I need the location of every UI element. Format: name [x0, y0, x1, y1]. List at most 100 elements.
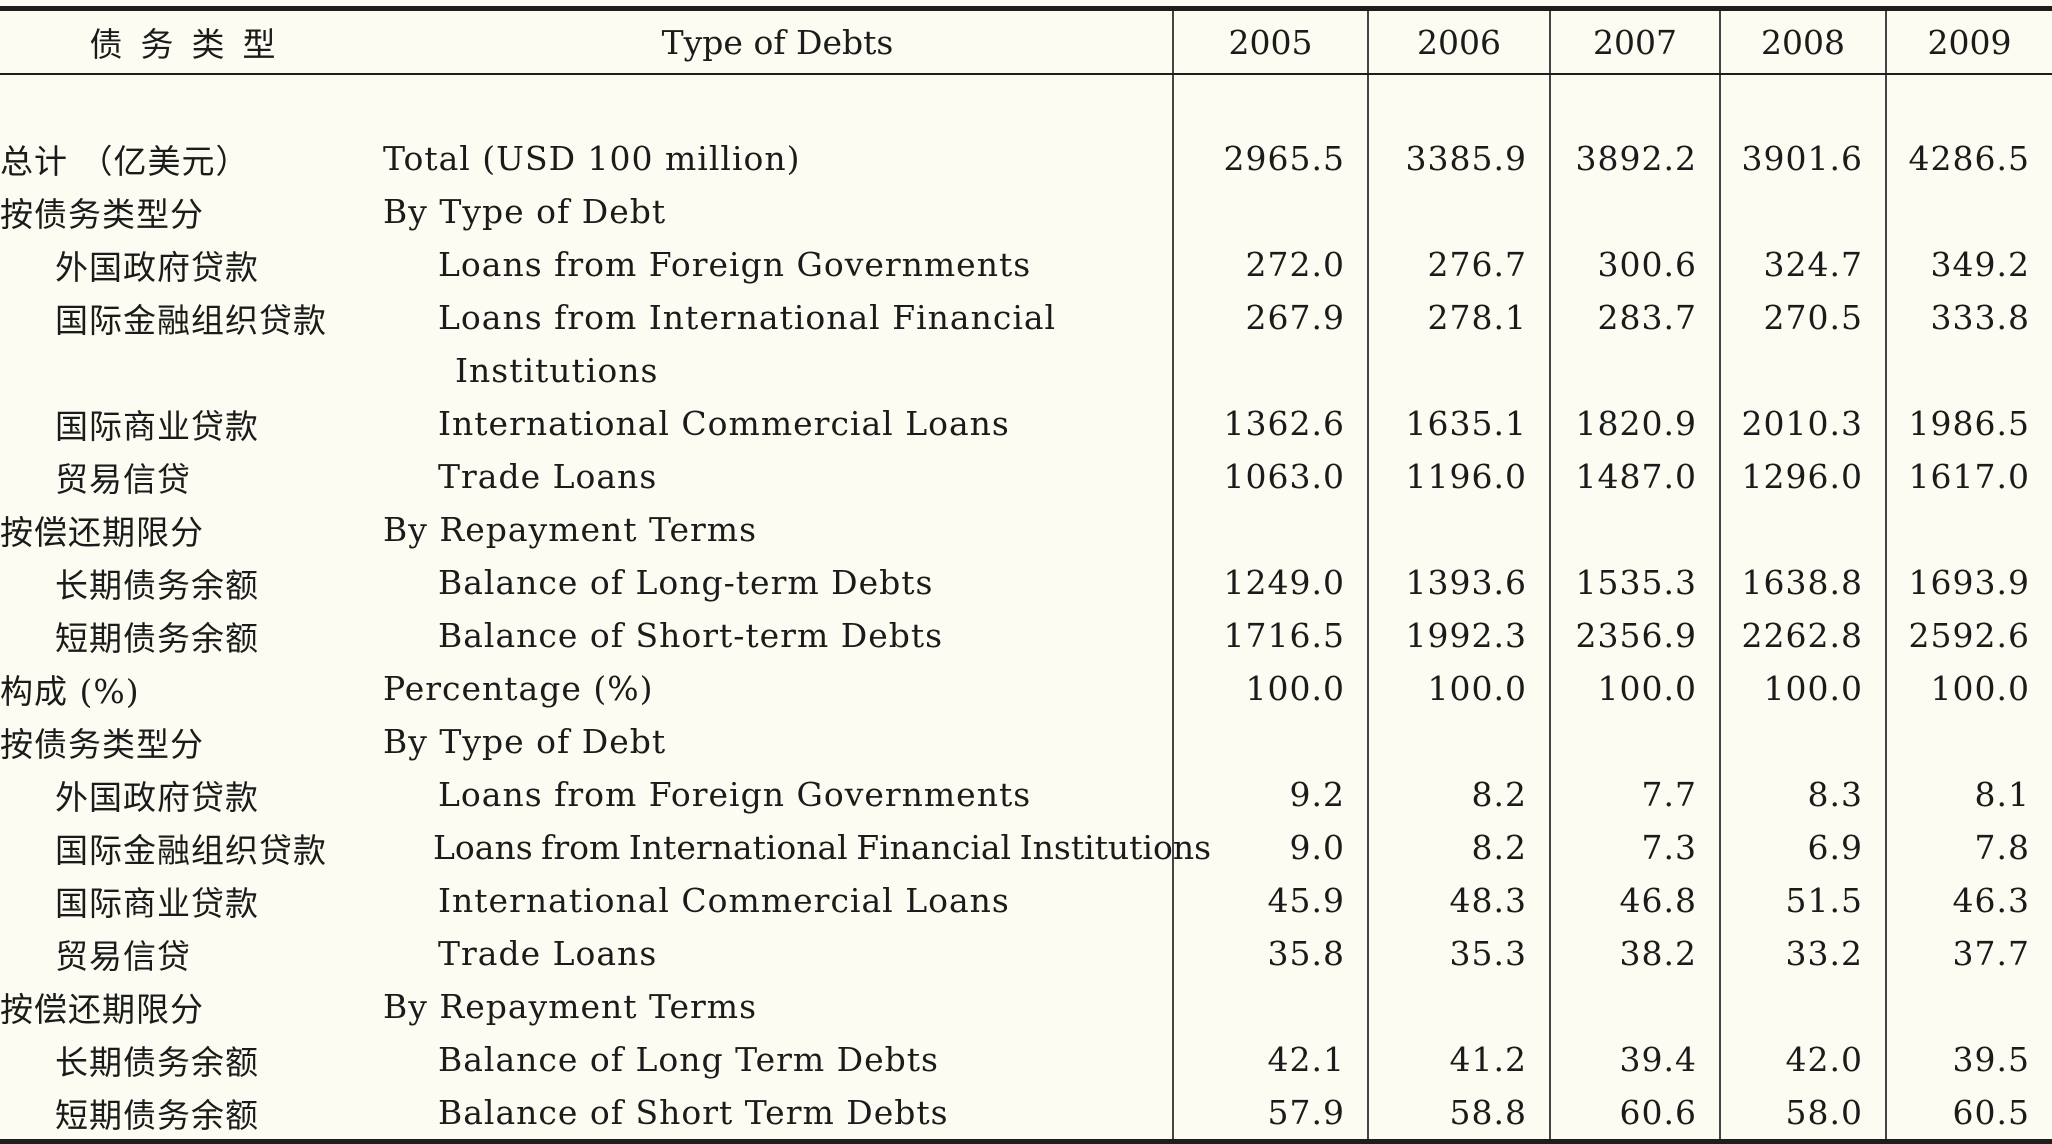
cell-2008: 324.7: [1719, 238, 1886, 291]
row-label-zh: 长期债务余额: [55, 1042, 259, 1082]
row-label-en: Loans from Foreign Governments: [438, 245, 1032, 284]
header-year-2006: 2006: [1367, 8, 1550, 75]
cell-2008: 51.5: [1719, 874, 1886, 927]
row-label-en: International Commercial Loans: [438, 404, 1010, 443]
cell-2005: 1063.0: [1172, 450, 1368, 503]
table-row: 国际商业贷款 International Commercial Loans 45…: [0, 874, 2052, 927]
cell-2007: 2356.9: [1549, 609, 1720, 662]
row-label-zh: 构成 (%): [0, 671, 140, 711]
debt-table: 债务类型 Type of Debts 2005 2006 2007 2008 2…: [0, 6, 2052, 1144]
cell-2008: [1719, 715, 1886, 768]
cell-2007: 60.6: [1549, 1086, 1720, 1142]
header-year-2007: 2007: [1549, 8, 1720, 75]
cell-2006: 278.1: [1367, 291, 1550, 344]
cell-2005: 272.0: [1172, 238, 1368, 291]
row-label-en: By Type of Debt: [383, 722, 667, 761]
table-row: 外国政府贷款 Loans from Foreign Governments 27…: [0, 238, 2052, 291]
cell-2009: 7.8: [1885, 821, 2052, 874]
row-label-en: Total (USD 100 million): [383, 139, 801, 178]
cell-2007: 100.0: [1549, 662, 1720, 715]
row-label-zh: 国际商业贷款: [55, 406, 259, 446]
cell-2007: [1549, 185, 1720, 238]
cell-2006: 1393.6: [1367, 556, 1550, 609]
row-label-en: Percentage (%): [383, 669, 654, 708]
row-label-en: Trade Loans: [438, 457, 658, 496]
cell-2007: 1820.9: [1549, 397, 1720, 450]
header-year-2005: 2005: [1172, 8, 1368, 75]
cell-2005: 9.0: [1172, 821, 1368, 874]
row-label-en: Trade Loans: [438, 934, 658, 973]
row-label-zh: 总计 （亿美元）: [0, 141, 250, 181]
row-label-zh: 短期债务余额: [55, 1095, 259, 1135]
table-row: 按债务类型分 By Type of Debt: [0, 185, 2052, 238]
table-row: 国际金融组织贷款 Loans from International Financ…: [0, 291, 2052, 344]
cell-2009: 333.8: [1885, 291, 2052, 344]
row-label-en: By Repayment Terms: [383, 987, 758, 1026]
cell-2005: 1716.5: [1172, 609, 1368, 662]
table-row: 长期债务余额 Balance of Long-term Debts 1249.0…: [0, 556, 2052, 609]
table-row: 构成 (%) Percentage (%) 100.0 100.0 100.0 …: [0, 662, 2052, 715]
cell-2008: 100.0: [1719, 662, 1886, 715]
cell-2008: 2262.8: [1719, 609, 1886, 662]
header-year-2008: 2008: [1719, 8, 1886, 75]
cell-2006: 1992.3: [1367, 609, 1550, 662]
cell-2008: 270.5: [1719, 291, 1886, 344]
row-label-zh: 按债务类型分: [0, 724, 204, 764]
cell-2007: 38.2: [1549, 927, 1720, 980]
cell-2009: [1885, 503, 2052, 556]
cell-2008: [1719, 980, 1886, 1033]
cell-2006: 35.3: [1367, 927, 1550, 980]
table-row: 短期债务余额 Balance of Short Term Debts 57.9 …: [0, 1086, 2052, 1142]
cell-2009: [1885, 980, 2052, 1033]
cell-2009: 8.1: [1885, 768, 2052, 821]
cell-2005: 267.9: [1172, 291, 1368, 344]
cell-2008: 1638.8: [1719, 556, 1886, 609]
cell-2006: 48.3: [1367, 874, 1550, 927]
cell-2007: 7.3: [1549, 821, 1720, 874]
row-label-en: Loans from International Financial Insti…: [433, 828, 1212, 867]
row-label-zh: 贸易信贷: [55, 459, 191, 499]
cell-2007: 300.6: [1549, 238, 1720, 291]
row-label-zh: [0, 344, 383, 397]
cell-2007: [1549, 715, 1720, 768]
cell-2008: 6.9: [1719, 821, 1886, 874]
cell-2009: 46.3: [1885, 874, 2052, 927]
cell-2007: 1487.0: [1549, 450, 1720, 503]
row-label-zh: 按偿还期限分: [0, 512, 204, 552]
cell-2005: [1172, 503, 1368, 556]
cell-2007: 7.7: [1549, 768, 1720, 821]
cell-2007: [1549, 980, 1720, 1033]
table-row: 按债务类型分 By Type of Debt: [0, 715, 2052, 768]
table-row: 长期债务余额 Balance of Long Term Debts 42.1 4…: [0, 1033, 2052, 1086]
row-label-zh: 国际商业贷款: [55, 883, 259, 923]
cell-2005: 45.9: [1172, 874, 1368, 927]
cell-2005: 1249.0: [1172, 556, 1368, 609]
cell-2005: [1172, 344, 1368, 397]
cell-2005: 9.2: [1172, 768, 1368, 821]
row-label-en: By Type of Debt: [383, 192, 667, 231]
cell-2005: 2965.5: [1172, 132, 1368, 185]
cell-2006: [1367, 980, 1550, 1033]
row-label-en: Balance of Long Term Debts: [438, 1040, 939, 1079]
cell-2007: 46.8: [1549, 874, 1720, 927]
table-row: 国际商业贷款 International Commercial Loans 13…: [0, 397, 2052, 450]
row-label-zh: 按债务类型分: [0, 194, 204, 234]
row-label-zh: 贸易信贷: [55, 936, 191, 976]
cell-2008: 2010.3: [1719, 397, 1886, 450]
cell-2009: 100.0: [1885, 662, 2052, 715]
spacer-row: [0, 74, 2052, 132]
cell-2008: 33.2: [1719, 927, 1886, 980]
cell-2006: [1367, 185, 1550, 238]
row-label-zh: 长期债务余额: [55, 565, 259, 605]
cell-2006: [1367, 503, 1550, 556]
row-label-en: International Commercial Loans: [438, 881, 1010, 920]
row-label-en: Loans from Foreign Governments: [438, 775, 1032, 814]
row-label-zh: 国际金融组织贷款: [55, 830, 327, 870]
row-label-zh: 外国政府贷款: [55, 247, 259, 287]
table-row: Institutions: [0, 344, 2052, 397]
cell-2009: 1617.0: [1885, 450, 2052, 503]
cell-2006: 3385.9: [1367, 132, 1550, 185]
cell-2009: 2592.6: [1885, 609, 2052, 662]
cell-2007: 39.4: [1549, 1033, 1720, 1086]
cell-2006: 1635.1: [1367, 397, 1550, 450]
